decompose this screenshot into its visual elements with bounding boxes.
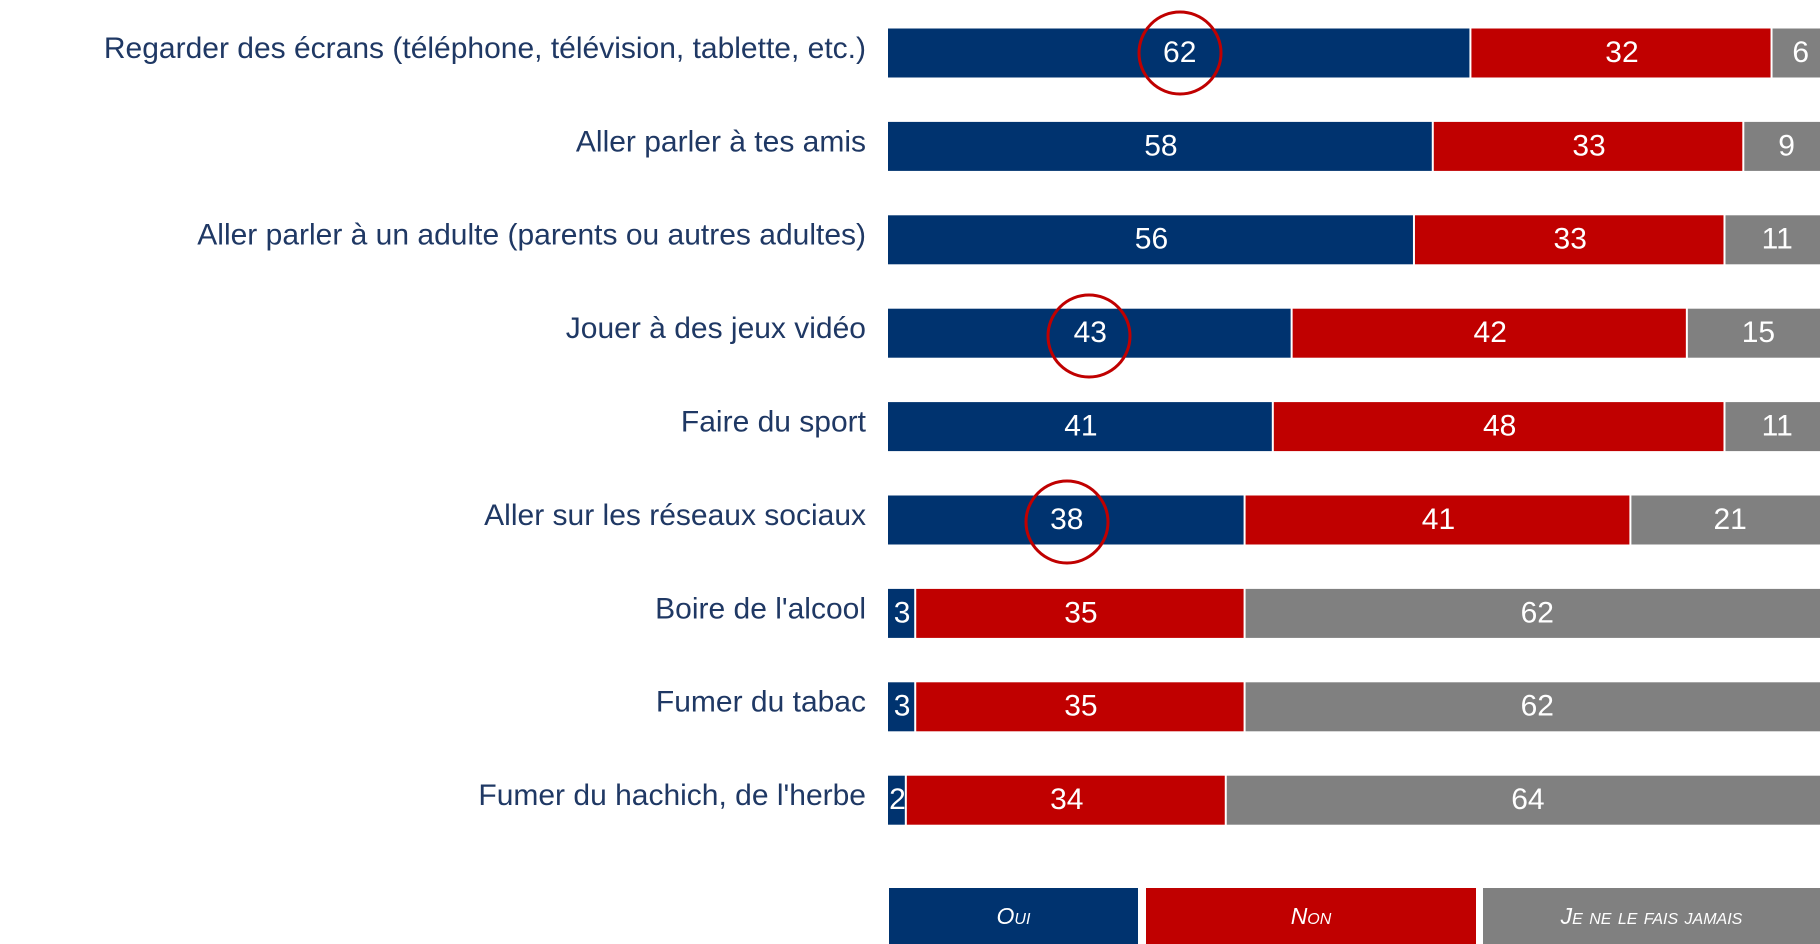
value-label: 32: [1605, 36, 1638, 69]
highlight-circle: [1046, 293, 1132, 379]
bar-segment: [888, 495, 1244, 545]
bar-segment: [1725, 215, 1820, 265]
category-label: Aller parler à un adulte (parents ou aut…: [197, 219, 866, 252]
legend-swatch: [1146, 888, 1476, 944]
value-label: 33: [1572, 129, 1605, 162]
value-label: 64: [1511, 783, 1544, 816]
value-label: 33: [1554, 223, 1587, 256]
value-label: 48: [1483, 410, 1516, 443]
value-label: 42: [1474, 316, 1507, 349]
bar-segment: [888, 308, 1291, 358]
bar-segment: [888, 402, 1272, 452]
bar-segment: [1433, 121, 1743, 171]
value-label: 41: [1064, 410, 1097, 443]
value-label: 58: [1144, 129, 1177, 162]
legend-label: Je ne le fais jamais: [1560, 903, 1743, 929]
bar-segment: [916, 588, 1244, 638]
value-label: 6: [1792, 36, 1809, 69]
legend-swatch: [889, 888, 1138, 944]
highlight-circle: [1024, 479, 1110, 565]
value-label: 62: [1163, 36, 1196, 69]
bar-segment: [906, 775, 1225, 825]
legend-swatch: [1483, 888, 1820, 944]
bar-segment: [916, 682, 1244, 732]
bar-segment: [1245, 495, 1630, 545]
value-label: 2: [889, 783, 906, 816]
value-label: 41: [1422, 503, 1455, 536]
value-label: 15: [1742, 316, 1775, 349]
bar-segment: [1772, 28, 1820, 78]
legend-label: Oui: [997, 903, 1031, 929]
value-label: 35: [1064, 690, 1097, 723]
value-label: 56: [1135, 223, 1168, 256]
bar-segment: [888, 682, 915, 732]
value-label: 11: [1762, 410, 1793, 443]
bar-segment: [1631, 495, 1820, 545]
bar-segment: [1245, 682, 1820, 732]
highlights: [1024, 10, 1223, 565]
bar-segment: [888, 28, 1470, 78]
bar-segment: [1471, 28, 1771, 78]
value-label: 3: [894, 596, 911, 629]
bar-segment: [1245, 588, 1820, 638]
category-label: Fumer du tabac: [656, 686, 866, 719]
category-label: Fumer du hachich, de l'herbe: [478, 779, 866, 812]
bar-segment: [888, 215, 1413, 265]
category-label: Regarder des écrans (téléphone, télévisi…: [104, 32, 866, 65]
bar-segment: [888, 775, 905, 825]
bar-segment: [1226, 775, 1820, 825]
value-label: 43: [1074, 316, 1107, 349]
bar-segment: [1273, 402, 1724, 452]
category-label: Faire du sport: [681, 406, 867, 439]
value-label: 21: [1714, 503, 1747, 536]
value-label: 3: [894, 690, 911, 723]
category-label: Jouer à des jeux vidéo: [566, 312, 866, 345]
value-label: 34: [1050, 783, 1083, 816]
bar-segment: [1414, 215, 1724, 265]
bar-segment: [1725, 402, 1820, 452]
bar-segment: [1744, 121, 1820, 171]
bar-segment: [888, 121, 1432, 171]
highlight-circle: [1137, 10, 1223, 96]
bar-segment: [888, 588, 915, 638]
plot: Regarder des écrans (téléphone, télévisi…: [104, 28, 1820, 944]
category-label: Boire de l'alcool: [655, 592, 866, 625]
value-label: 62: [1521, 596, 1554, 629]
bar-segment: [1292, 308, 1686, 358]
bar-segment: [1687, 308, 1820, 358]
value-label: 62: [1521, 690, 1554, 723]
value-label: 35: [1064, 596, 1097, 629]
category-label: Aller parler à tes amis: [576, 125, 866, 158]
category-label: Aller sur les réseaux sociaux: [484, 499, 866, 532]
value-label: 38: [1050, 503, 1083, 536]
value-label: 11: [1762, 223, 1793, 256]
legend-label: Non: [1291, 903, 1332, 929]
value-label: 9: [1778, 129, 1795, 162]
